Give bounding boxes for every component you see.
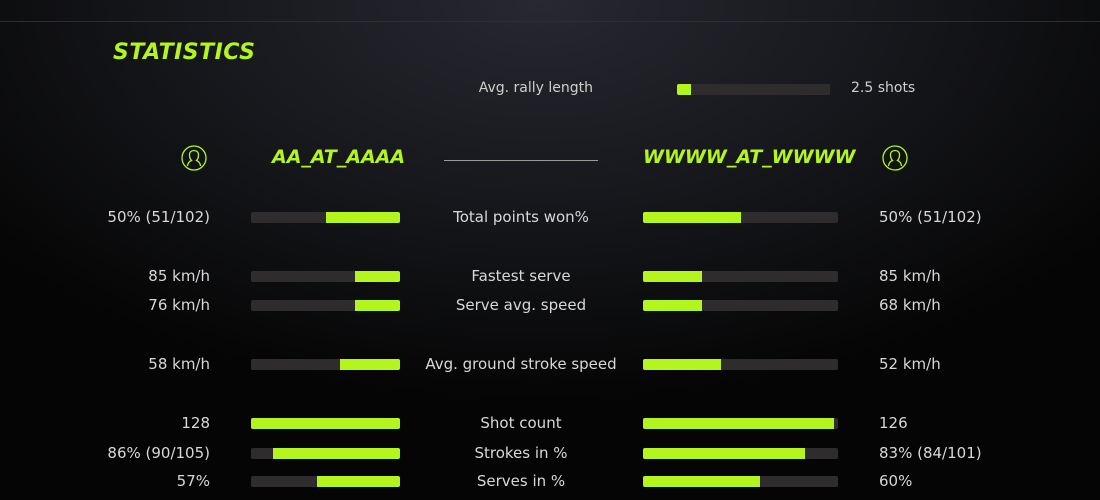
stat-right-bar — [643, 271, 838, 282]
stat-right-bar-fill — [643, 448, 805, 459]
stat-right-bar-fill — [643, 476, 760, 487]
stat-left-value: 128 — [181, 414, 210, 432]
stat-left-bar — [251, 359, 400, 370]
stat-right-bar — [643, 300, 838, 311]
stat-right-value: 85 km/h — [879, 267, 941, 285]
player-right-name: WWWW_AT_WWWW — [643, 146, 856, 168]
stat-right-bar-fill — [643, 300, 702, 311]
stat-left-bar-fill — [316, 476, 400, 487]
stat-left-bar-fill — [251, 418, 400, 429]
page-title: STATISTICS — [113, 40, 256, 65]
stat-left-value: 76 km/h — [148, 296, 210, 314]
stat-right-bar-fill — [643, 359, 721, 370]
stat-left-bar — [251, 418, 400, 429]
stat-left-bar-fill — [355, 300, 400, 311]
stat-right-value: 68 km/h — [879, 296, 941, 314]
stat-label: Avg. ground stroke speed — [425, 355, 617, 373]
stat-left-bar — [251, 448, 400, 459]
stat-right-value: 83% (84/101) — [879, 444, 982, 462]
stat-right-bar — [643, 476, 838, 487]
rally-value: 2.5 shots — [851, 80, 916, 96]
rally-bar-fill — [677, 84, 691, 95]
stat-left-bar-fill — [340, 359, 400, 370]
stat-left-bar — [251, 212, 400, 223]
user-icon — [882, 145, 908, 171]
stat-right-bar — [643, 418, 838, 429]
stat-right-bar-fill — [643, 418, 835, 429]
rally-bar — [677, 84, 830, 95]
stat-right-bar-fill — [643, 271, 702, 282]
header-divider — [444, 160, 598, 161]
stat-right-bar — [643, 212, 838, 223]
stat-left-bar-fill — [273, 448, 400, 459]
stat-left-bar — [251, 476, 400, 487]
stat-right-value: 126 — [879, 414, 908, 432]
stat-left-bar — [251, 271, 400, 282]
stat-left-value: 57% — [176, 472, 210, 490]
stat-left-value: 85 km/h — [148, 267, 210, 285]
stat-left-value: 50% (51/102) — [107, 208, 210, 226]
stat-right-value: 52 km/h — [879, 355, 941, 373]
stat-left-value: 58 km/h — [148, 355, 210, 373]
player-left-name: AA_AT_AAAA — [272, 146, 406, 168]
stat-label: Strokes in % — [474, 444, 568, 462]
stat-left-bar — [251, 300, 400, 311]
stat-label: Shot count — [480, 414, 562, 432]
stat-left-bar-fill — [325, 212, 400, 223]
stat-right-value: 50% (51/102) — [879, 208, 982, 226]
stat-label: Serves in % — [476, 472, 566, 490]
stat-left-value: 86% (90/105) — [107, 444, 210, 462]
stat-right-bar — [643, 448, 838, 459]
top-divider — [0, 21, 1100, 22]
stat-right-bar-fill — [643, 212, 741, 223]
stat-label: Serve avg. speed — [455, 296, 587, 314]
user-icon — [181, 145, 207, 171]
rally-label: Avg. rally length — [478, 80, 593, 96]
stat-left-bar-fill — [355, 271, 400, 282]
stat-label: Fastest serve — [471, 267, 571, 285]
stat-right-bar — [643, 359, 838, 370]
stat-label: Total points won% — [453, 208, 589, 226]
stat-right-value: 60% — [879, 472, 913, 490]
